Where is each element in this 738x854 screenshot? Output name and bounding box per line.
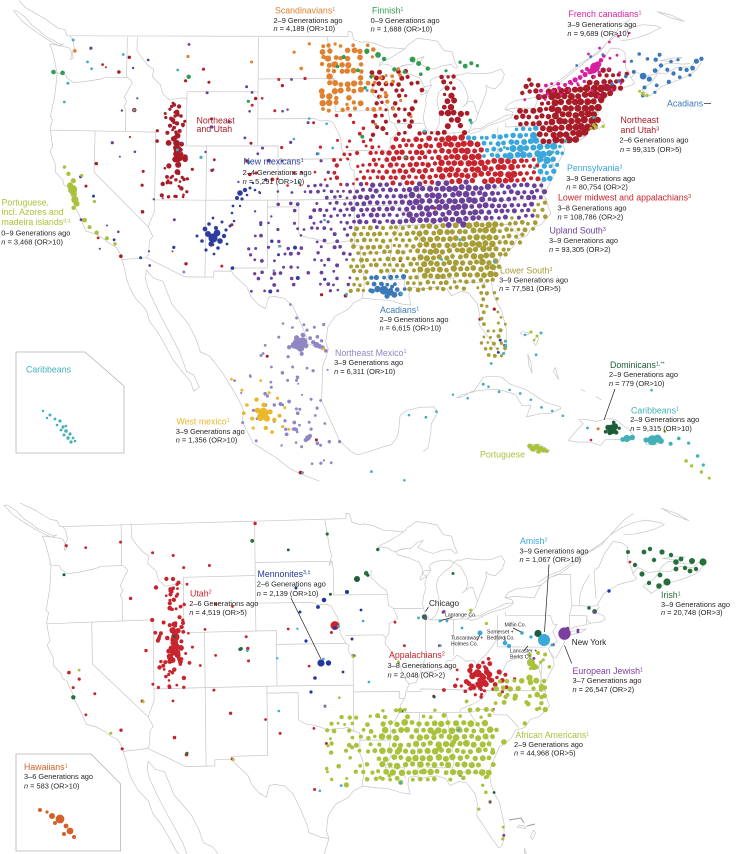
- svg-text:Utah2: Utah2: [190, 588, 212, 598]
- svg-text:Acadians1: Acadians1: [380, 305, 419, 315]
- svg-text:incl. Azores and: incl. Azores and: [2, 207, 64, 217]
- svg-text:n = 9,315 (OR>10): n = 9,315 (OR>10): [630, 424, 692, 433]
- svg-text:3–9 Generations ago: 3–9 Generations ago: [334, 358, 403, 367]
- svg-text:Caribbeans1: Caribbeans1: [631, 405, 679, 415]
- svg-text:2–9 Generations ago: 2–9 Generations ago: [514, 740, 583, 749]
- svg-text:and Utah3: and Utah3: [621, 125, 660, 135]
- svg-text:2–9 Generations ago: 2–9 Generations ago: [274, 16, 343, 25]
- svg-text:New mexicans1: New mexicans1: [244, 157, 304, 167]
- svg-text:Hawaiians1: Hawaiians1: [24, 762, 68, 772]
- svg-text:Chicago: Chicago: [429, 599, 459, 608]
- svg-text:n = 20,748 (OR>3): n = 20,748 (OR>3): [661, 608, 723, 617]
- svg-text:n = 9,689 (OR>10): n = 9,689 (OR>10): [567, 29, 629, 38]
- svg-text:n = 1,688 (OR>10): n = 1,688 (OR>10): [371, 25, 433, 34]
- svg-text:Amish2: Amish2: [520, 536, 547, 546]
- svg-text:n = 6,311 (OR>10): n = 6,311 (OR>10): [334, 367, 395, 376]
- svg-text:Mennonites3,‡: Mennonites3,‡: [258, 569, 311, 579]
- svg-text:2–6 Generations ago: 2–6 Generations ago: [620, 136, 689, 145]
- svg-text:Somerset +: Somerset +: [487, 630, 514, 636]
- svg-text:3–9 Generations ago: 3–9 Generations ago: [567, 20, 636, 29]
- svg-text:n = 44,968 (OR>5): n = 44,968 (OR>5): [514, 748, 576, 757]
- svg-text:n = 1,067 (OR>10): n = 1,067 (OR>10): [520, 555, 582, 564]
- svg-text:Lagrange Co.: Lagrange Co.: [445, 613, 476, 619]
- svg-text:n = 80,754 (OR>2): n = 80,754 (OR>2): [566, 183, 628, 192]
- svg-text:n = 93,305 (OR>2): n = 93,305 (OR>2): [549, 245, 611, 254]
- svg-text:African Americans1: African Americans1: [515, 730, 589, 740]
- svg-text:n = 5,291 (OR>10): n = 5,291 (OR>10): [243, 177, 305, 186]
- svg-text:Miflin Co.: Miflin Co.: [505, 623, 527, 629]
- svg-text:madeira islands3,‡: madeira islands3,‡: [2, 217, 71, 227]
- svg-text:2–4 Generations ago: 2–4 Generations ago: [243, 168, 312, 177]
- svg-text:n = 583 (OR>10): n = 583 (OR>10): [24, 782, 79, 791]
- svg-text:2–9 Generations ago: 2–9 Generations ago: [609, 370, 678, 379]
- svg-text:n = 2,048 (OR>2): n = 2,048 (OR>2): [388, 671, 446, 680]
- svg-text:Portuguese: Portuguese: [480, 450, 525, 460]
- svg-text:3–9 Generations ago: 3–9 Generations ago: [566, 174, 635, 183]
- svg-text:Finnish1: Finnish1: [372, 6, 403, 16]
- svg-text:3–7 Generations ago: 3–7 Generations ago: [573, 676, 642, 685]
- svg-text:Portuguese,: Portuguese,: [2, 198, 49, 208]
- svg-text:3–9 Generations ago: 3–9 Generations ago: [661, 600, 730, 609]
- svg-text:Northeast Mexico1: Northeast Mexico1: [335, 348, 406, 358]
- svg-text:Lancaster +: Lancaster +: [510, 649, 537, 655]
- svg-text:European Jewish1: European Jewish1: [573, 666, 643, 676]
- svg-text:n = 26,547 (OR>2): n = 26,547 (OR>2): [573, 685, 635, 694]
- svg-text:New York: New York: [572, 638, 607, 647]
- svg-text:n = 6,615 (OR>10): n = 6,615 (OR>10): [380, 323, 442, 332]
- svg-text:n = 4,519 (OR>5): n = 4,519 (OR>5): [189, 608, 247, 617]
- svg-text:3–9 Generations ago: 3–9 Generations ago: [499, 275, 568, 284]
- svg-text:Scandinavians1: Scandinavians1: [275, 6, 335, 16]
- svg-text:Lower South3: Lower South3: [500, 266, 552, 276]
- svg-text:2–9 Generations ago: 2–9 Generations ago: [380, 315, 449, 324]
- svg-text:0–9 Generations ago: 0–9 Generations ago: [1, 228, 70, 237]
- svg-text:2–9 Generations ago: 2–9 Generations ago: [630, 415, 699, 424]
- svg-text:Upland South3: Upland South3: [550, 226, 606, 236]
- svg-text:French canadians1: French canadians1: [569, 9, 642, 19]
- svg-text:Northeast: Northeast: [197, 115, 236, 125]
- svg-text:3–6 Generations ago: 3–6 Generations ago: [24, 772, 93, 781]
- svg-text:n = 2,139 (OR>10): n = 2,139 (OR>10): [257, 589, 319, 598]
- svg-text:n = 779 (OR>10): n = 779 (OR>10): [609, 379, 664, 388]
- svg-text:3–9 Generations ago: 3–9 Generations ago: [520, 546, 589, 555]
- svg-text:0–9 Generations ago: 0–9 Generations ago: [371, 16, 440, 25]
- svg-text:2–6 Generations ago: 2–6 Generations ago: [189, 599, 258, 608]
- svg-text:3–9 Generations ago: 3–9 Generations ago: [176, 427, 245, 436]
- svg-text:Pennsylvania3: Pennsylvania3: [567, 163, 622, 173]
- svg-text:Lower midwest and appalachians: Lower midwest and appalachians3: [558, 193, 691, 203]
- svg-text:Tuscarawas +: Tuscarawas +: [451, 636, 483, 642]
- svg-text:n = 3,468 (OR>10): n = 3,468 (OR>10): [1, 238, 63, 247]
- svg-text:and Utah: and Utah: [197, 124, 233, 134]
- svg-text:Caribbeans: Caribbeans: [26, 365, 72, 375]
- svg-text:3–9 Generations ago: 3–9 Generations ago: [549, 236, 618, 245]
- svg-text:Holmes Co.: Holmes Co.: [451, 641, 478, 647]
- svg-text:n = 77,581 (OR>5): n = 77,581 (OR>5): [499, 284, 561, 293]
- svg-text:3–8 Generations ago: 3–8 Generations ago: [558, 204, 627, 213]
- svg-text:Berks Co.: Berks Co.: [510, 654, 533, 660]
- svg-text:Irish1: Irish1: [661, 590, 681, 600]
- svg-text:n = 108,786 (OR>2): n = 108,786 (OR>2): [558, 212, 624, 221]
- svg-text:3–8 Generations ago: 3–8 Generations ago: [388, 661, 457, 670]
- svg-text:Appalachians2: Appalachians2: [389, 650, 445, 660]
- svg-text:Dominicans1,**: Dominicans1,**: [610, 360, 666, 370]
- svg-text:n = 1,356 (OR>10): n = 1,356 (OR>10): [176, 435, 238, 444]
- svg-text:Bedford Co.: Bedford Co.: [487, 635, 515, 641]
- svg-text:2–6 Generations ago: 2–6 Generations ago: [257, 580, 326, 589]
- svg-text:West mexico1: West mexico1: [177, 417, 230, 427]
- svg-text:n = 4,189 (OR>10): n = 4,189 (OR>10): [274, 24, 336, 33]
- svg-text:Northeast: Northeast: [621, 115, 660, 125]
- svg-text:Acadians: Acadians: [667, 99, 704, 109]
- svg-text:n = 99,315 (OR>5): n = 99,315 (OR>5): [620, 145, 682, 154]
